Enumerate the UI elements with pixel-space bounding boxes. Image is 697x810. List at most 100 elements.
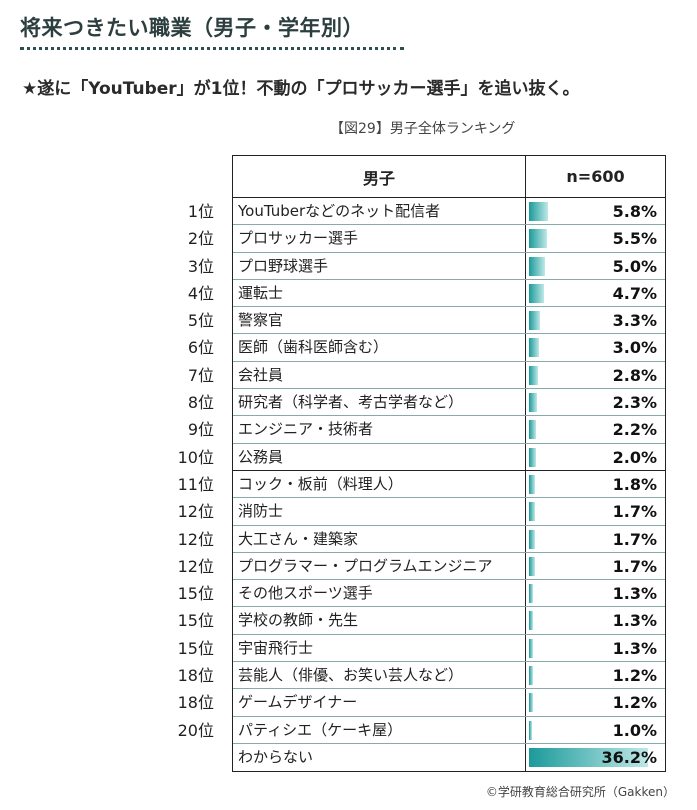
value-cell: 2.8%: [526, 362, 665, 388]
occupation-label: 運転士: [233, 279, 526, 307]
rank-label: 18位: [177, 693, 214, 713]
value-cell: 36.2%: [526, 744, 665, 771]
occupation-label: エンジニア・技術者: [233, 416, 526, 443]
rank-label: 2位: [187, 229, 214, 249]
copyright-credit: ©学研教育総合研究所（Gakken）: [485, 785, 675, 799]
table-body: YouTuberなどのネット配信者 5.8% プロサッカー選手 5.5% プロ野球選手 5…: [233, 198, 665, 772]
table-row: 公務員 2.0%: [233, 443, 665, 471]
bar: [529, 420, 537, 440]
occupation-label: 警察官: [233, 307, 526, 334]
bar: [529, 447, 536, 467]
table-header: 男子 n=600: [233, 156, 665, 198]
occupation-label: パティシエ（ケーキ屋）: [233, 716, 526, 743]
occupation-label: 宇宙飛行士: [233, 634, 526, 662]
value-cell: 1.7%: [526, 526, 665, 552]
table-row: 宇宙飛行士 1.3%: [233, 634, 665, 663]
bar: [529, 283, 545, 303]
occupation-label: 大工さん・建築家: [233, 525, 526, 552]
rank-label: 7位: [187, 365, 214, 385]
occupation-label: わからない: [233, 743, 526, 772]
bar: [529, 720, 533, 740]
table-row: 研究者（科学者、考古学者など） 2.3%: [233, 389, 665, 417]
rank-label: 3位: [187, 256, 214, 276]
rank-label: 12位: [177, 502, 214, 522]
bar: [529, 256, 546, 276]
percentage-label: 1.2%: [612, 693, 657, 713]
percentage-label: 36.2%: [601, 747, 657, 767]
occupation-label: 学校の教師・先生: [233, 607, 526, 634]
bar: [529, 229, 547, 249]
headline: ★遂に「YouTuber」が1位！不動の「プロサッカー選手」を追い抜く。: [22, 79, 580, 99]
rank-label: 10位: [177, 447, 214, 467]
occupation-label: ゲームデザイナー: [233, 689, 526, 716]
occupation-label: プロ野球選手: [233, 252, 526, 279]
percentage-label: 1.7%: [612, 556, 657, 576]
rank-label: 18位: [177, 666, 214, 686]
table-row: 学校の教師・先生 1.3%: [233, 607, 665, 635]
percentage-label: 2.8%: [612, 365, 657, 385]
percentage-label: 1.7%: [612, 502, 657, 522]
percentage-label: 1.0%: [612, 720, 657, 740]
bar: [529, 638, 534, 658]
rank-label: 15位: [177, 584, 214, 604]
bar: [529, 338, 539, 358]
bar: [529, 365, 539, 385]
table-row: その他スポーツ選手 1.3%: [233, 580, 665, 608]
rank-label: 6位: [187, 338, 214, 358]
table-row: コック・板前（料理人） 1.8%: [233, 470, 665, 499]
value-cell: 2.3%: [526, 389, 665, 415]
table-row: 医師（歯科医師含む） 3.0%: [233, 334, 665, 362]
value-cell: 4.7%: [526, 280, 665, 306]
rank-label: 15位: [177, 638, 214, 658]
table-row: YouTuberなどのネット配信者 5.8%: [233, 198, 665, 226]
rank-label: 9位: [187, 420, 214, 440]
value-cell: 1.8%: [526, 471, 665, 497]
rank-column: 1位 2位 3位 4位 5位 6位 7位 8位 9位 10位 11位 12位 12位 12位 15位 15位 1…: [150, 198, 230, 771]
value-cell: 1.7%: [526, 498, 665, 524]
rank-label: 11位: [177, 474, 214, 494]
percentage-label: 3.0%: [612, 338, 657, 358]
percentage-label: 4.7%: [612, 283, 657, 303]
percentage-label: 1.8%: [612, 474, 657, 494]
table-row: プログラマー・プログラムエンジニア 1.7%: [233, 552, 665, 581]
bar: [529, 202, 548, 221]
value-cell: 3.0%: [526, 334, 665, 360]
bar: [529, 311, 540, 331]
table-row: 運転士 4.7%: [233, 279, 665, 308]
rank-label: 20位: [177, 720, 214, 740]
percentage-label: 1.2%: [612, 666, 657, 686]
table-row: 芸能人（俳優、お笑い芸人など） 1.2%: [233, 662, 665, 690]
occupation-label: YouTuberなどのネット配信者: [233, 198, 526, 225]
table-row: 警察官 3.3%: [233, 307, 665, 335]
column-header-sample-size: n=600: [566, 167, 625, 186]
table-row: わからない 36.2%: [233, 743, 665, 772]
percentage-label: 2.3%: [612, 393, 657, 413]
occupation-label: プログラマー・プログラムエンジニア: [233, 552, 526, 580]
value-cell: 1.2%: [526, 689, 665, 715]
rank-label: [150, 744, 230, 771]
percentage-label: 1.3%: [612, 584, 657, 604]
occupation-label: 芸能人（俳優、お笑い芸人など）: [233, 662, 526, 689]
rank-label: 1位: [187, 202, 214, 221]
rank-label: 12位: [177, 556, 214, 576]
value-cell: 1.2%: [526, 662, 665, 688]
percentage-label: 1.7%: [612, 529, 657, 549]
occupation-label: 公務員: [233, 443, 526, 470]
value-cell: 5.0%: [526, 253, 665, 279]
bar: [529, 584, 534, 604]
value-cell: 1.3%: [526, 635, 665, 661]
rank-label: 8位: [187, 393, 214, 413]
table-row: 大工さん・建築家 1.7%: [233, 525, 665, 553]
percentage-label: 2.0%: [612, 447, 657, 467]
percentage-label: 3.3%: [612, 311, 657, 331]
percentage-label: 5.5%: [612, 229, 657, 249]
table-row: ゲームデザイナー 1.2%: [233, 689, 665, 717]
value-cell: 1.7%: [526, 553, 665, 579]
value-cell: 5.8%: [526, 198, 665, 224]
title-underline: [20, 47, 404, 50]
figure-caption: 【図29】男子全体ランキング: [330, 121, 516, 137]
table-row: プロ野球選手 5.0%: [233, 252, 665, 280]
value-cell: 3.3%: [526, 307, 665, 333]
occupation-label: プロサッカー選手: [233, 225, 526, 252]
value-cell: 1.3%: [526, 580, 665, 606]
